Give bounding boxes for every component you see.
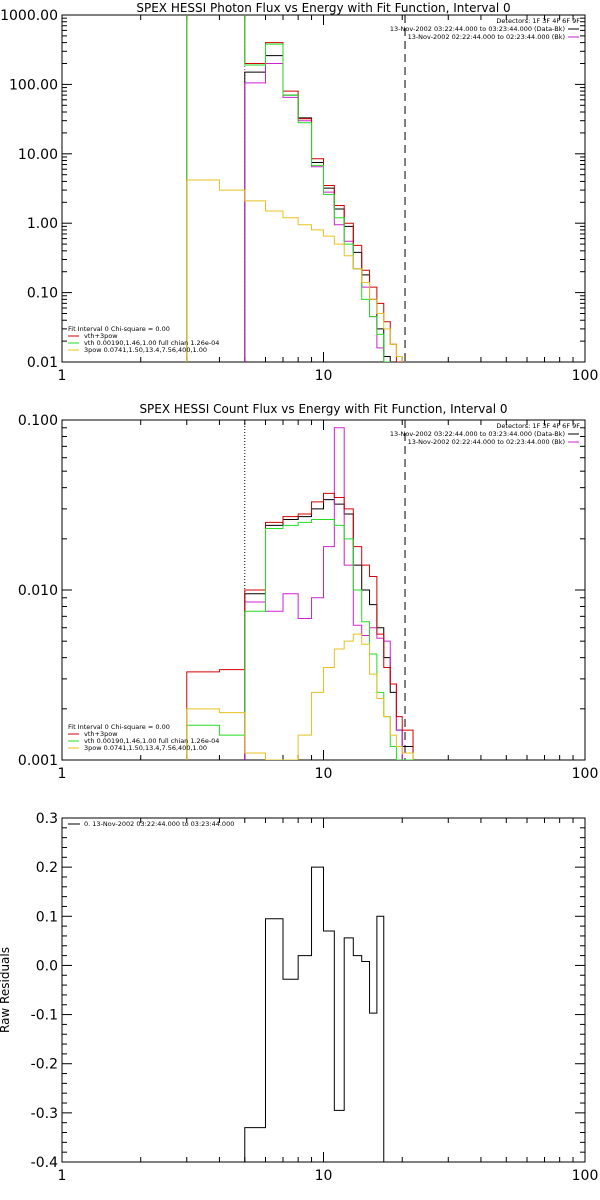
chart-title: SPEX HESSI Photon Flux vs Energy with Fi… <box>136 1 510 15</box>
legend-entry: vth 0.00190,1.46,1.00 full chian 1.26e-0… <box>84 339 219 347</box>
y-tick-label: 10.00 <box>18 147 58 163</box>
legend-entry: 13-Nov-2002 02:22:44.000 to 02:23:44.000… <box>408 438 565 446</box>
y-tick-label: 0.01 <box>27 355 58 371</box>
x-tick-label: 100 <box>572 368 599 384</box>
y-tick-label: 0.2 <box>36 860 58 876</box>
y-tick-label: -0.3 <box>31 1106 58 1122</box>
x-tick-label: 100 <box>572 766 599 782</box>
legend-entry: 13-Nov-2002 02:22:44.000 to 02:23:44.000… <box>408 33 565 41</box>
legend-entry: 13-Nov-2002 03:22:44.000 to 03:23:44.000… <box>390 430 565 438</box>
y-tick-label: 0.010 <box>18 583 58 599</box>
chart-panel-3: Raw Residuals 1 10 100 0.3 0.2 0.1 0.0 -0.1 -0.2 -… <box>0 811 598 1184</box>
x-tick-label: 10 <box>315 766 333 782</box>
y-tick-label: -0.1 <box>31 1008 58 1024</box>
chart-panel-2: SPEX HESSI Count Flux vs Energy with Fit… <box>18 402 598 782</box>
y-tick-label: -0.2 <box>31 1057 58 1073</box>
series-black <box>244 499 414 760</box>
legend-entry: vth+3pow <box>84 332 118 340</box>
legend-entry: 0. 13-Nov-2002 03:22:44.000 to 03:23:44.… <box>84 820 234 828</box>
legend-entry: Fit Interval 0 Chi-square = 0.00 <box>68 325 170 333</box>
x-tick-label: 1 <box>58 1168 67 1184</box>
legend-entry: vth+3pow <box>84 730 118 738</box>
chart-title: SPEX HESSI Count Flux vs Energy with Fit… <box>139 402 507 416</box>
y-tick-label: 0.10 <box>27 286 58 302</box>
y-tick-label: 0.001 <box>18 753 58 769</box>
series-green <box>186 15 391 362</box>
y-axis-label: Raw Residuals <box>0 947 12 1033</box>
legend-entry: Detectors: 1F 3F 4F 6F 9F <box>496 17 580 25</box>
y-tick-label: -0.4 <box>31 1155 58 1171</box>
series-magenta <box>244 427 414 760</box>
y-tick-label: 0.100 <box>18 413 58 429</box>
legend-entry: 3pow 0.0741,1.50,13.4,7.56,400,1.00 <box>84 744 207 752</box>
x-tick-label: 100 <box>572 1168 599 1184</box>
x-tick-label: 10 <box>315 1168 333 1184</box>
y-tick-label: 1.00 <box>27 216 58 232</box>
chart-panel-1: SPEX HESSI Photon Flux vs Energy with Fi… <box>0 1 599 384</box>
legend-entry: vth 0.00190,1.46,1.00 full chian 1.26e-0… <box>84 737 219 745</box>
x-tick-label: 1 <box>58 766 67 782</box>
series-red <box>186 492 414 760</box>
legend-entry: Fit Interval 0 Chi-square = 0.00 <box>68 723 170 731</box>
series-yellow <box>186 179 403 362</box>
y-tick-label: 0.1 <box>36 909 58 925</box>
x-tick-label: 10 <box>315 368 333 384</box>
legend-entry: Detectors: 1F 3F 4F 6F 9F <box>496 422 580 430</box>
series-black <box>244 866 385 1162</box>
y-tick-label: 100.00 <box>9 77 58 93</box>
legend-entry: 13-Nov-2002 03:22:44.000 to 03:23:44.000… <box>390 25 565 33</box>
series-black <box>244 55 391 362</box>
y-tick-label: 0.3 <box>36 811 58 827</box>
legend-entry: 3pow 0.0741,1.50,13.4,7.56,400,1.00 <box>84 346 207 354</box>
x-tick-label: 1 <box>58 368 67 384</box>
y-tick-label: 0.0 <box>36 958 58 974</box>
series-green <box>186 518 414 760</box>
y-tick-label: 1000.00 <box>0 8 58 24</box>
series-magenta <box>244 63 385 362</box>
series-yellow <box>186 633 414 760</box>
series-red <box>186 15 403 362</box>
